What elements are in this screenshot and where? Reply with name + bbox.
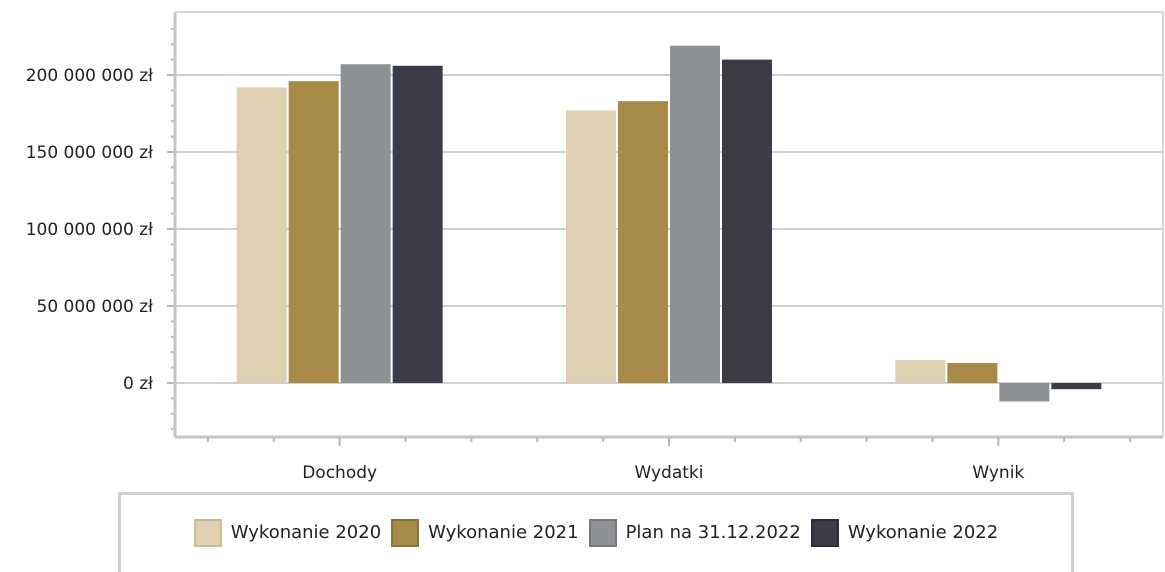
bar <box>722 59 772 383</box>
axis-labels: 0 zł 50 000 000 zł 100 000 000 zł 150 000 0… <box>26 66 1025 483</box>
bar <box>1051 383 1102 390</box>
legend-swatch-2022 <box>810 518 839 547</box>
bar-chart: 0 zł 50 000 000 zł 100 000 000 zł 150 000 0… <box>26 11 1164 483</box>
bars <box>236 45 1102 402</box>
legend: Wykonanie 2020 Wykonanie 2021 Plan na 31… <box>118 492 1074 572</box>
bar <box>999 383 1050 402</box>
y-tick-label: 150 000 000 zł <box>26 143 153 163</box>
legend-label: Wykonanie 2020 <box>230 522 382 543</box>
bar <box>340 64 391 383</box>
legend-item: Wykonanie 2022 <box>810 518 999 547</box>
x-category-label: Wydatki <box>634 463 703 483</box>
bar <box>670 45 720 384</box>
legend-label: Wykonanie 2021 <box>428 522 579 543</box>
x-category-label: Dochody <box>302 463 377 483</box>
bar <box>895 359 946 383</box>
bar <box>236 87 287 383</box>
grid-lines <box>175 74 1163 384</box>
legend-item: Wykonanie 2021 <box>391 518 579 547</box>
bar <box>618 101 668 384</box>
legend-item: Wykonanie 2020 <box>193 518 382 547</box>
bar <box>566 110 616 384</box>
bar <box>947 362 998 383</box>
axes <box>167 11 1164 446</box>
y-tick-label: 0 zł <box>123 374 153 394</box>
legend-swatch-2020 <box>193 518 222 547</box>
bar <box>392 65 443 383</box>
legend-label: Wykonanie 2022 <box>847 522 999 543</box>
x-category-label: Wynik <box>972 463 1024 483</box>
legend-swatch-2021 <box>391 518 420 547</box>
bar <box>288 81 339 383</box>
legend-swatch-plan-2022 <box>588 518 617 547</box>
y-tick-label: 50 000 000 zł <box>37 297 154 317</box>
y-tick-label: 100 000 000 zł <box>26 220 153 240</box>
legend-label: Plan na 31.12.2022 <box>625 522 801 543</box>
y-tick-label: 200 000 000 zł <box>26 66 153 86</box>
legend-item: Plan na 31.12.2022 <box>588 518 801 547</box>
